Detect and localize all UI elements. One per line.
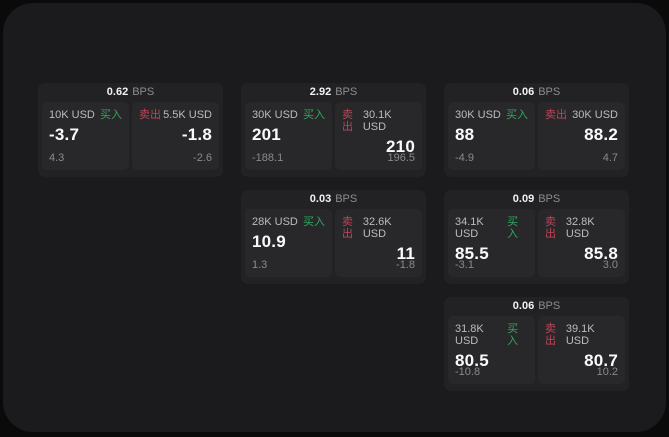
sell-delta: -2.6 [193,152,212,164]
bps-header: 0.09 BPS [444,190,629,209]
sell-amount: 32.8K USD [565,216,595,240]
quotes-panel: 0.62 BPS 10K USD 买入 -3.7 4.3 卖出 5.5K USD… [3,3,666,432]
buy-panel[interactable]: 30K USD 买入 88 -4.9 [448,102,535,170]
sell-amount: 30.1K USD [362,109,392,133]
buy-label: 买入 [303,216,325,228]
buy-price: 201 [252,125,281,144]
buy-panel[interactable]: 10K USD 买入 -3.7 4.3 [42,102,129,170]
bps-unit: BPS [335,193,358,205]
buy-panel[interactable]: 28K USD 买入 10.9 1.3 [245,209,332,277]
bps-value: 0.09 [512,193,535,205]
sell-amount: 32.6K USD [362,216,392,240]
bps-value: 2.92 [309,86,332,98]
sell-label: 卖出 [545,323,556,347]
quote-card-6: 0.06 BPS 31.8K USD 买入 80.5 -10.8 卖出 39.1… [444,297,629,391]
sell-panel[interactable]: 卖出 32.6K USD 11 -1.8 [335,209,422,277]
buy-delta: 4.3 [49,152,65,164]
buy-label: 买入 [507,216,519,240]
buy-label: 买入 [303,109,325,121]
buy-amount: 30K USD [455,109,501,121]
sell-price: 11 [396,244,415,263]
sell-delta: 10.2 [596,366,618,378]
sell-amount: 39.1K USD [565,323,595,347]
sell-delta: 3.0 [602,259,618,271]
sell-price: 88.2 [584,125,618,144]
buy-price: 88 [455,125,475,144]
bps-unit: BPS [132,86,155,98]
sell-panel[interactable]: 卖出 5.5K USD -1.8 -2.6 [132,102,219,170]
sell-label: 卖出 [545,109,567,121]
buy-amount: 34.1K USD [455,216,484,240]
sell-label: 卖出 [545,216,556,240]
sell-panel[interactable]: 卖出 30.1K USD 210 196.5 [335,102,422,170]
bps-header: 0.06 BPS [444,83,629,102]
bps-unit: BPS [538,86,561,98]
buy-delta: 1.3 [252,259,268,271]
buy-label: 买入 [507,323,519,347]
quote-card-1: 0.62 BPS 10K USD 买入 -3.7 4.3 卖出 5.5K USD… [38,83,223,177]
buy-amount: 31.8K USD [455,323,484,347]
bps-value: 0.62 [106,86,129,98]
buy-price: -3.7 [49,125,80,144]
buy-label: 买入 [506,109,528,121]
sell-panel[interactable]: 卖出 32.8K USD 85.8 3.0 [538,209,625,277]
sell-price: 85.8 [584,244,618,263]
buy-panel[interactable]: 30K USD 买入 201 -188.1 [245,102,332,170]
bps-value: 0.06 [512,86,535,98]
bps-unit: BPS [538,300,561,312]
bps-header: 2.92 BPS [241,83,426,102]
bps-header: 0.62 BPS [38,83,223,102]
buy-delta: -188.1 [252,152,284,164]
buy-price: 80.5 [455,351,489,370]
buy-delta: -3.1 [455,259,474,271]
bps-header: 0.03 BPS [241,190,426,209]
quote-card-5: 0.09 BPS 34.1K USD 买入 85.5 -3.1 卖出 32.8K… [444,190,629,284]
buy-amount: 10K USD [49,109,95,121]
bps-value: 0.03 [309,193,332,205]
bps-unit: BPS [335,86,358,98]
sell-amount: 5.5K USD [163,109,212,121]
buy-amount: 30K USD [252,109,298,121]
sell-label: 卖出 [342,109,353,133]
sell-price: -1.8 [181,125,212,144]
buy-price: 10.9 [252,232,286,251]
buy-panel[interactable]: 34.1K USD 买入 85.5 -3.1 [448,209,535,277]
sell-label: 卖出 [139,109,161,121]
quote-card-2: 2.92 BPS 30K USD 买入 201 -188.1 卖出 30.1K … [241,83,426,177]
buy-price: 85.5 [455,244,489,263]
bps-header: 0.06 BPS [444,297,629,316]
quote-card-3: 0.06 BPS 30K USD 买入 88 -4.9 卖出 30K USD 8… [444,83,629,177]
bps-value: 0.06 [512,300,535,312]
sell-panel[interactable]: 卖出 30K USD 88.2 4.7 [538,102,625,170]
bps-unit: BPS [538,193,561,205]
sell-label: 卖出 [342,216,353,240]
sell-delta: -1.8 [396,259,415,271]
sell-price: 210 [386,137,415,156]
buy-amount: 28K USD [252,216,298,228]
buy-panel[interactable]: 31.8K USD 买入 80.5 -10.8 [448,316,535,384]
buy-label: 买入 [100,109,122,121]
sell-delta: 196.5 [387,152,415,164]
sell-delta: 4.7 [602,152,618,164]
buy-delta: -4.9 [455,152,474,164]
quote-card-4: 0.03 BPS 28K USD 买入 10.9 1.3 卖出 32.6K US… [241,190,426,284]
buy-delta: -10.8 [455,366,481,378]
sell-price: 80.7 [584,351,618,370]
sell-panel[interactable]: 卖出 39.1K USD 80.7 10.2 [538,316,625,384]
sell-amount: 30K USD [572,109,618,121]
